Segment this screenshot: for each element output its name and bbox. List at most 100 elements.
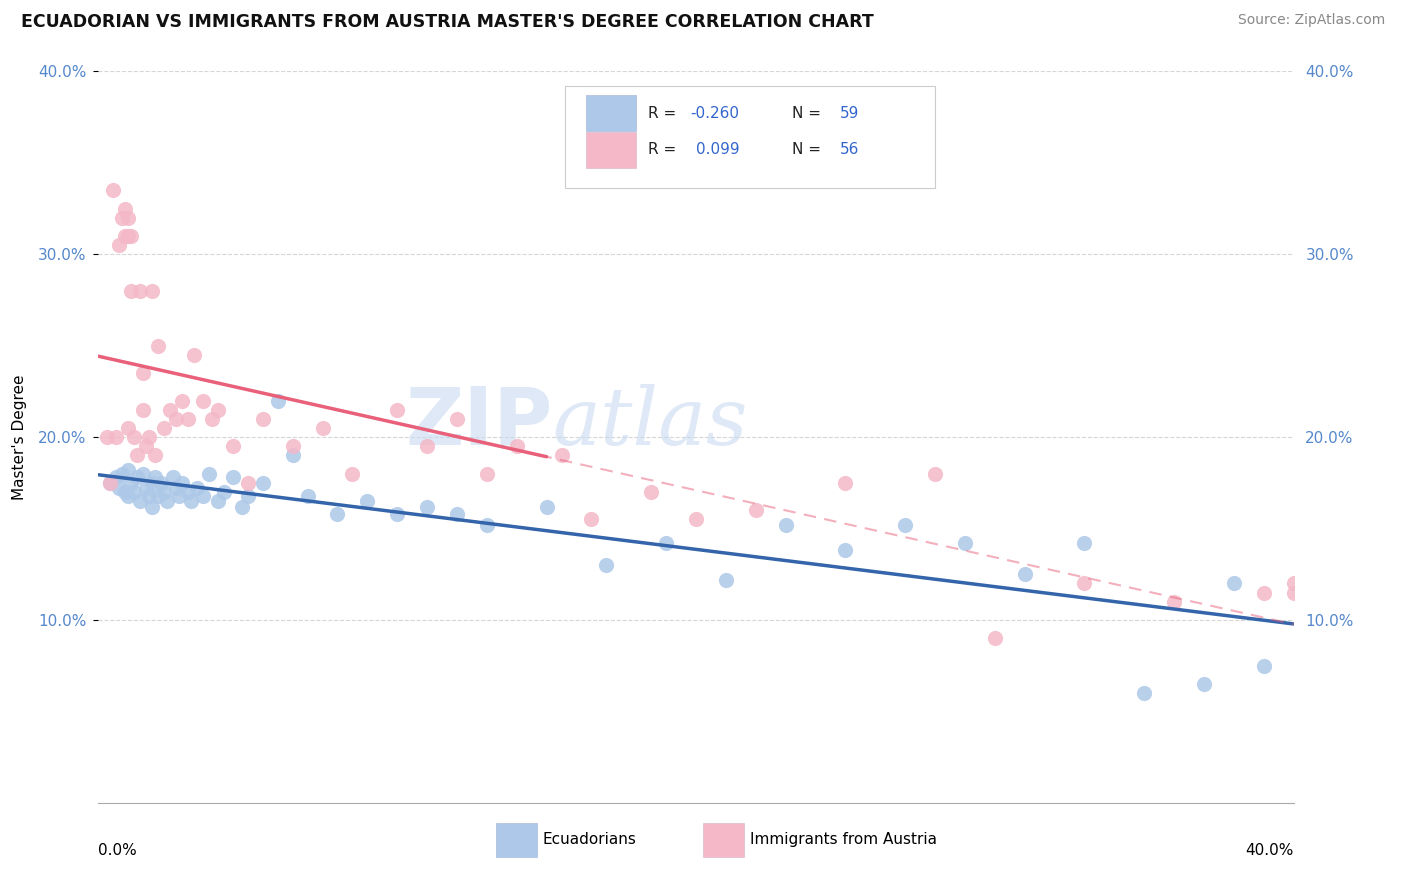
- Point: [143, 449, 166, 463]
- Text: 56: 56: [839, 142, 859, 157]
- Point: [100, 475, 122, 490]
- Point: [745, 503, 768, 517]
- Point: [834, 475, 856, 490]
- Point: [281, 439, 304, 453]
- Point: [111, 467, 134, 481]
- Text: N =: N =: [792, 142, 821, 157]
- Point: [191, 489, 214, 503]
- Text: -0.260: -0.260: [690, 106, 740, 121]
- Text: atlas: atlas: [553, 384, 748, 461]
- Point: [120, 284, 142, 298]
- Point: [162, 470, 184, 484]
- Point: [198, 467, 221, 481]
- Point: [108, 481, 131, 495]
- Point: [103, 183, 125, 197]
- Point: [984, 632, 1007, 646]
- Point: [1133, 686, 1156, 700]
- Point: [536, 500, 558, 514]
- Point: [191, 393, 214, 408]
- Point: [446, 412, 468, 426]
- Point: [129, 284, 152, 298]
- Point: [148, 338, 170, 352]
- Point: [342, 467, 364, 481]
- Text: 40.0%: 40.0%: [1246, 843, 1294, 858]
- Point: [105, 430, 128, 444]
- Point: [1282, 585, 1305, 599]
- Point: [297, 489, 319, 503]
- Point: [281, 449, 304, 463]
- Point: [1073, 576, 1095, 591]
- Point: [1253, 585, 1275, 599]
- Point: [159, 402, 181, 417]
- Point: [834, 543, 856, 558]
- Point: [114, 202, 136, 216]
- Point: [100, 475, 122, 490]
- Text: 59: 59: [839, 106, 859, 121]
- Point: [385, 402, 409, 417]
- Point: [894, 517, 917, 532]
- Point: [117, 463, 139, 477]
- FancyBboxPatch shape: [586, 132, 637, 168]
- Point: [165, 481, 187, 495]
- Point: [132, 402, 155, 417]
- FancyBboxPatch shape: [703, 823, 744, 857]
- Point: [177, 412, 200, 426]
- Point: [177, 485, 200, 500]
- Point: [124, 430, 146, 444]
- Text: ZIP: ZIP: [405, 384, 553, 461]
- Point: [150, 475, 173, 490]
- Point: [138, 489, 160, 503]
- Point: [172, 393, 194, 408]
- Point: [416, 439, 439, 453]
- FancyBboxPatch shape: [586, 95, 637, 131]
- Point: [201, 412, 224, 426]
- Point: [114, 228, 136, 243]
- Point: [117, 489, 139, 503]
- Point: [127, 449, 149, 463]
- Point: [153, 421, 176, 435]
- Text: Ecuadorians: Ecuadorians: [543, 832, 637, 847]
- Text: N =: N =: [792, 106, 821, 121]
- Point: [775, 517, 797, 532]
- Point: [138, 430, 160, 444]
- Text: R =: R =: [648, 142, 676, 157]
- Point: [506, 439, 529, 453]
- Text: 0.0%: 0.0%: [98, 843, 138, 858]
- Point: [180, 494, 202, 508]
- Point: [129, 494, 152, 508]
- Point: [96, 430, 118, 444]
- Point: [924, 467, 946, 481]
- Point: [326, 507, 349, 521]
- Point: [207, 402, 229, 417]
- Point: [655, 536, 678, 550]
- Point: [153, 485, 176, 500]
- Point: [1163, 594, 1185, 608]
- Point: [252, 475, 274, 490]
- Y-axis label: Master's Degree: Master's Degree: [13, 375, 27, 500]
- Point: [446, 507, 468, 521]
- Point: [132, 467, 155, 481]
- Point: [385, 507, 409, 521]
- Point: [581, 512, 603, 526]
- Point: [475, 467, 498, 481]
- Point: [595, 558, 617, 573]
- Point: [132, 366, 155, 380]
- FancyBboxPatch shape: [496, 823, 537, 857]
- Point: [120, 228, 142, 243]
- Text: Immigrants from Austria: Immigrants from Austria: [749, 832, 936, 847]
- Point: [212, 485, 235, 500]
- Text: R =: R =: [648, 106, 676, 121]
- Point: [685, 512, 707, 526]
- Point: [167, 489, 190, 503]
- Point: [141, 475, 163, 490]
- Point: [117, 421, 139, 435]
- Point: [186, 481, 208, 495]
- Point: [640, 485, 662, 500]
- Point: [141, 500, 163, 514]
- Point: [117, 211, 139, 225]
- Point: [1253, 658, 1275, 673]
- Point: [550, 449, 572, 463]
- Point: [236, 475, 259, 490]
- Point: [111, 211, 134, 225]
- Point: [124, 485, 146, 500]
